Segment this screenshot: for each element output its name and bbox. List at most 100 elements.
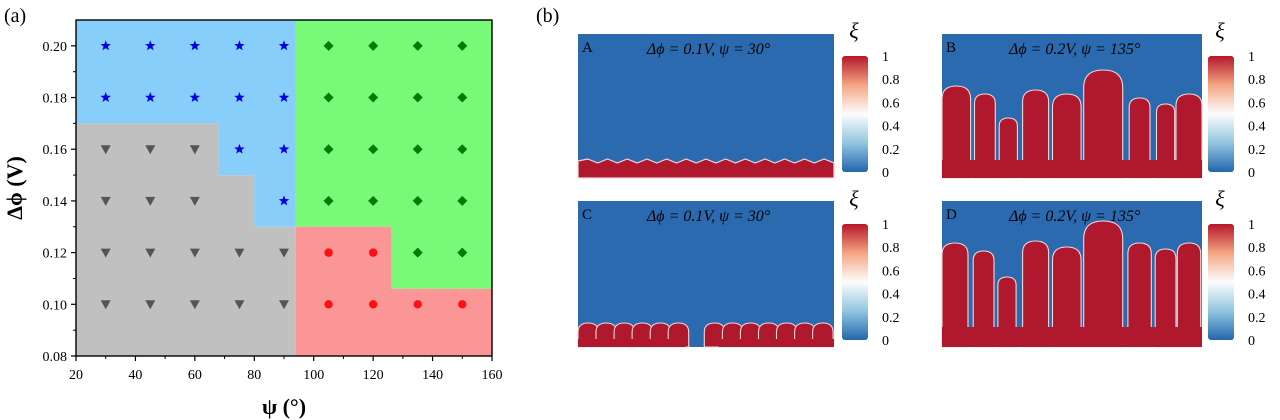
field-panel: C Δϕ = 0.1V, ψ = 30° ξ 1 0.8 0.6 0.4 0.2 0: [577, 186, 900, 349]
colorbar-tick-label: 1: [882, 50, 889, 65]
deposit-finger: [1051, 246, 1082, 348]
deposit-finger: [1127, 242, 1152, 348]
deposit-finger: [941, 85, 972, 179]
colorbar: [1208, 56, 1234, 172]
phase-diagram: 20 40 60 80 100 120 140 160 0.08 0.10 0.12 0.14 0.16…: [2, 19, 503, 419]
data-point-triangle: [145, 145, 156, 155]
colorbar-tick-label: 1: [882, 218, 889, 233]
field-panel: D Δϕ = 0.2V, ψ = 135° ξ 1 0.8 0.6 0.4 0.2 0: [941, 186, 1266, 349]
colorbar-tick-label: 0.2: [882, 311, 900, 326]
panel-label-b: (b): [536, 5, 559, 27]
data-point-diamond: [368, 144, 379, 155]
deposit-finger: [941, 242, 969, 348]
data-point-diamond: [457, 144, 468, 155]
deposit-base: [942, 160, 1202, 178]
y-tick-label: 0.08: [43, 350, 68, 365]
data-point-triangle: [100, 145, 111, 155]
data-point-diamond: [457, 92, 468, 103]
panel-title: Δϕ = 0.1V, ψ = 30°: [646, 41, 771, 58]
deposit-finger: [1051, 93, 1082, 179]
data-point-triangle: [189, 300, 200, 310]
data-point-circle: [368, 248, 378, 257]
colorbar-tick-label: 0.6: [882, 264, 900, 279]
data-point-star: [278, 40, 290, 51]
data-point-diamond: [368, 92, 379, 103]
x-axis-label: ψ (°): [262, 394, 306, 419]
colorbar-tick-label: 0: [1248, 334, 1255, 349]
colorbar-title: ξ: [849, 18, 859, 43]
data-point-triangle: [234, 300, 245, 310]
data-point-triangle: [100, 248, 111, 258]
data-point-diamond: [412, 195, 423, 206]
phase-region: [295, 20, 492, 289]
deposit-base: [578, 339, 686, 347]
data-point-diamond: [323, 195, 334, 206]
field-background: [578, 34, 834, 178]
data-point-triangle: [100, 196, 111, 206]
panel-label-a: (a): [4, 5, 26, 27]
data-point-star: [100, 92, 111, 102]
colorbar: [842, 224, 868, 340]
data-point-star: [145, 40, 156, 51]
panel-letter: D: [946, 207, 957, 223]
deposit-finger: [1022, 240, 1050, 348]
colorbar: [842, 56, 868, 172]
data-point-star: [100, 40, 111, 51]
colorbar-title: ξ: [1215, 18, 1225, 43]
x-tick-label: 140: [422, 368, 443, 383]
deposit-finger: [1176, 242, 1202, 348]
deposit-layer: [577, 158, 835, 179]
y-tick-label: 0.10: [43, 298, 68, 313]
colorbar-title: ξ: [1215, 186, 1225, 211]
y-tick-label: 0.14: [43, 195, 68, 210]
data-point-diamond: [457, 247, 468, 258]
data-point-diamond: [457, 40, 468, 51]
colorbar-tick-label: 0.8: [1248, 73, 1266, 88]
deposit-finger: [1083, 69, 1124, 179]
data-point-circle: [458, 300, 467, 309]
x-tick-label: 60: [188, 368, 202, 383]
panel-letter: A: [582, 40, 593, 56]
deposit-finger: [973, 93, 996, 179]
colorbar-tick-label: 1: [1248, 50, 1255, 65]
deposit-base: [942, 327, 1202, 347]
deposit-finger: [1083, 220, 1124, 348]
colorbar-tick-label: 0.4: [882, 288, 900, 303]
colorbar-tick-label: 0.4: [882, 120, 900, 135]
data-point-diamond: [323, 144, 334, 155]
data-point-circle: [324, 248, 333, 257]
data-point-star: [278, 143, 290, 154]
data-point-diamond: [457, 195, 468, 206]
deposit-base: [718, 339, 834, 347]
deposit-finger: [1175, 93, 1203, 179]
x-tick-label: 80: [247, 368, 261, 383]
x-tick-label: 20: [69, 368, 83, 383]
data-point-triangle: [145, 248, 156, 258]
data-point-star: [278, 195, 290, 206]
data-point-triangle: [189, 248, 200, 258]
data-point-triangle: [145, 300, 156, 310]
data-point-star: [234, 92, 245, 102]
field-background: [578, 201, 834, 347]
colorbar-tick-label: 1: [1248, 218, 1255, 233]
data-point-diamond: [412, 144, 423, 155]
x-tick-label: 120: [363, 368, 384, 383]
phase-region: [76, 20, 296, 227]
data-point-diamond: [412, 40, 423, 51]
x-tick-label: 100: [303, 368, 324, 383]
colorbar-tick-label: 0.2: [1248, 143, 1266, 158]
phase-region: [295, 226, 492, 356]
panel-letter: B: [946, 40, 956, 56]
data-point-triangle: [279, 300, 289, 310]
data-point-diamond: [323, 40, 334, 51]
deposit-finger: [972, 250, 995, 348]
data-point-star: [145, 92, 156, 102]
data-point-star: [234, 143, 245, 154]
data-point-diamond: [412, 247, 423, 258]
y-tick-label: 0.16: [43, 143, 68, 158]
data-point-star: [189, 92, 201, 102]
data-point-circle: [413, 300, 422, 309]
colorbar-tick-label: 0.6: [882, 96, 900, 111]
deposit-finger: [1022, 89, 1050, 179]
colorbar: [1208, 224, 1234, 340]
